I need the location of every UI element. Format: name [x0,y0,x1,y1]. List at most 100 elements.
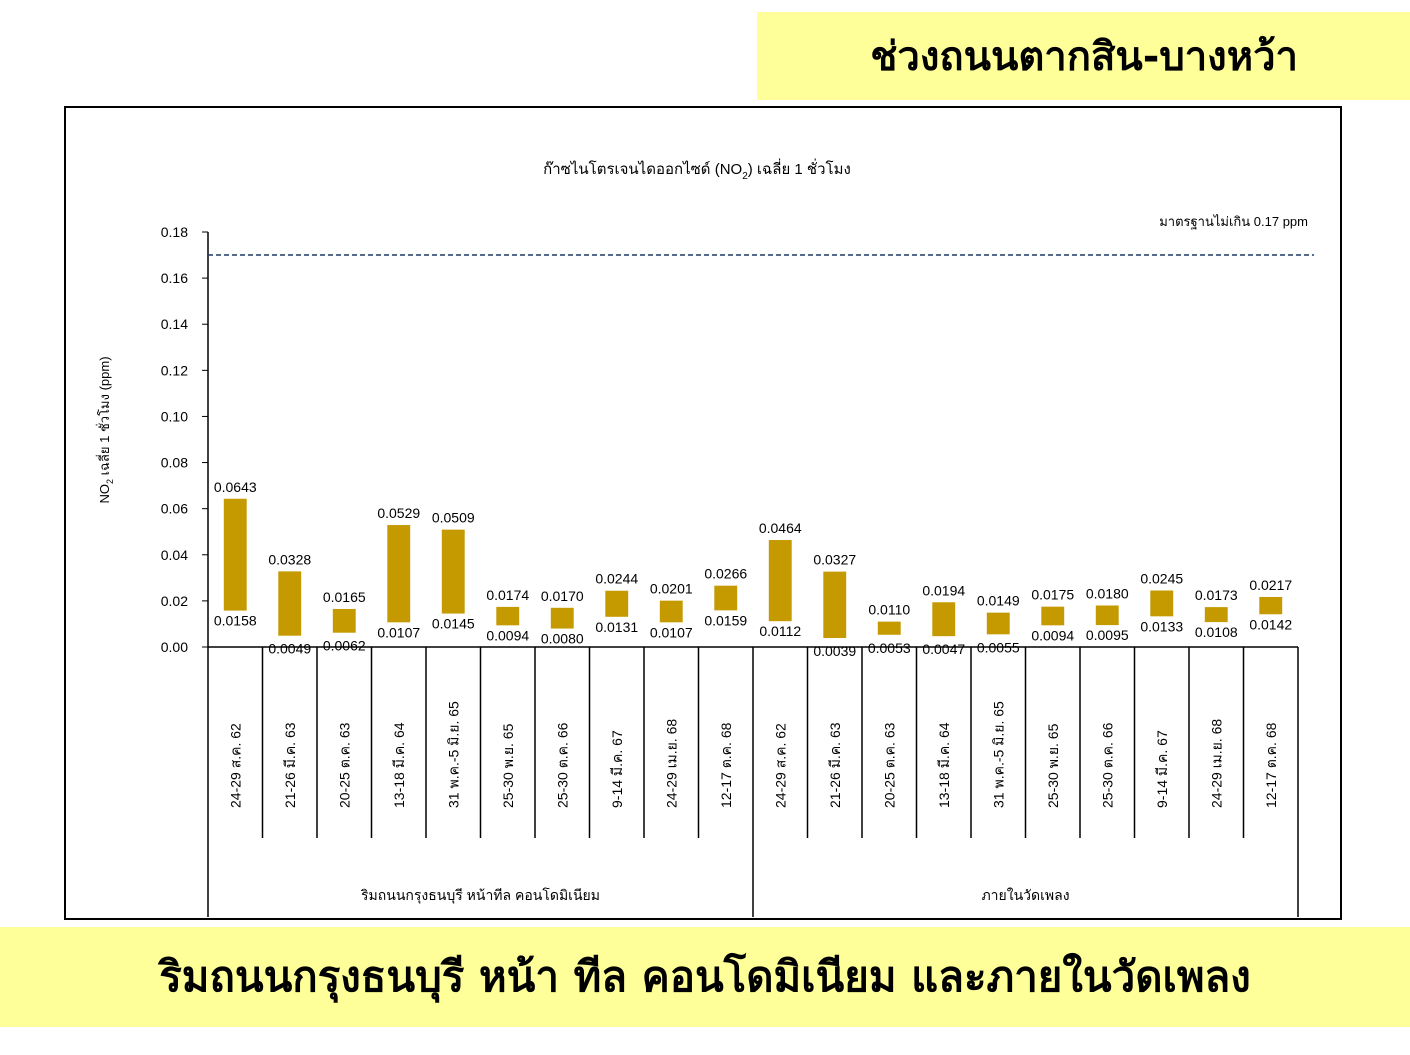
bar-max-label: 0.0173 [1195,587,1238,603]
bar [659,600,683,623]
bar-max-label: 0.0509 [432,510,475,526]
bar [332,608,356,633]
bar [278,571,302,636]
bar-min-label: 0.0107 [650,624,693,640]
bar [768,540,792,622]
y-tick-label: 0.08 [161,455,188,471]
bar [1041,606,1065,626]
bar-min-label: 0.0039 [813,643,856,659]
x-tick-label: 25-30 ต.ค. 66 [1099,722,1115,808]
bar-max-label: 0.0328 [268,551,311,567]
bar-min-label: 0.0080 [541,631,584,647]
x-tick-label: 9-14 มี.ค. 67 [1154,730,1170,808]
y-tick-label: 0.12 [161,362,188,378]
bar-max-label: 0.0327 [813,552,856,568]
group-label: ภายในวัดเพลง [981,887,1069,903]
bar-max-label: 0.0180 [1086,586,1129,602]
bar-min-label: 0.0142 [1249,616,1292,632]
x-tick-label: 21-26 มี.ค. 63 [282,722,298,808]
bar [1204,607,1228,623]
bar [1150,590,1174,617]
bar [496,606,520,626]
bar [986,612,1010,635]
bar-max-label: 0.0245 [1140,571,1183,587]
bar-max-label: 0.0217 [1249,577,1292,593]
top-banner-title: ช่วงถนนตากสิน-บางหว้า [870,34,1298,80]
bar-min-label: 0.0094 [1031,627,1074,643]
bar [550,607,574,629]
x-tick-label: 20-25 ต.ค. 63 [336,722,352,808]
chart-title: ก๊าซไนโตรเจนไดออกไซด์ (NO2) เฉลี่ย 1 ชั่… [543,158,851,182]
x-tick-label: 12-17 ต.ค. 68 [718,722,734,808]
standard-label: มาตรฐานไม่เกิน 0.17 ppm [1159,214,1308,230]
bottom-banner: ริมถนนกรุงธนบุรี หน้า ทีล คอนโดมิเนียม แ… [0,927,1410,1027]
bar-max-label: 0.0194 [922,582,965,598]
y-tick-label: 0.14 [161,316,188,332]
x-tick-label: 31 พ.ค.-5 มิ.ย. 65 [445,701,461,808]
x-tick-label: 13-18 มี.ค. 64 [936,722,952,808]
x-tick-label: 24-29 ส.ค. 62 [227,723,243,808]
bar-min-label: 0.0108 [1195,624,1238,640]
y-tick-label: 0.18 [161,224,188,240]
x-tick-label: 24-29 ส.ค. 62 [772,723,788,808]
bar-min-label: 0.0159 [704,612,747,628]
bar-max-label: 0.0165 [323,589,366,605]
bar [1095,605,1119,626]
bottom-banner-title: ริมถนนกรุงธนบุรี หน้า ทีล คอนโดมิเนียม แ… [159,952,1251,1001]
bar-min-label: 0.0049 [268,641,311,657]
bar-min-label: 0.0047 [922,641,965,657]
x-tick-label: 25-30 ต.ค. 66 [554,722,570,808]
group-label: ริมถนนกรุงธนบุรี หน้าทีล คอนโดมิเนียม [361,887,600,904]
bar-max-label: 0.0643 [214,479,257,495]
y-tick-label: 0.00 [161,639,188,655]
y-tick-label: 0.06 [161,501,188,517]
bar-min-label: 0.0131 [595,619,638,635]
x-tick-label: 25-30 พ.ย. 65 [1045,723,1061,808]
bar [387,525,411,623]
y-axis-label: NO2 เฉลี่ย 1 ชั่วโมง (ppm) [96,356,115,503]
bar-max-label: 0.0244 [595,571,638,587]
x-tick-label: 21-26 มี.ค. 63 [827,722,843,808]
bar-max-label: 0.0529 [377,505,420,521]
x-tick-label: 12-17 ต.ค. 68 [1263,722,1279,808]
x-tick-label: 24-29 เม.ย. 68 [1208,719,1224,808]
chart-frame [64,106,1342,920]
x-tick-label: 9-14 มี.ค. 67 [609,730,625,808]
bar [823,571,847,639]
bar-min-label: 0.0133 [1140,618,1183,634]
bar [223,498,247,611]
bar-max-label: 0.0175 [1031,587,1074,603]
bar [877,621,901,635]
bar-max-label: 0.0266 [704,566,747,582]
bar [932,602,956,637]
bar-min-label: 0.0094 [486,627,529,643]
bar-max-label: 0.0464 [759,520,802,536]
bar-min-label: 0.0062 [323,638,366,654]
bar-max-label: 0.0110 [868,602,910,618]
y-tick-label: 0.10 [161,408,188,424]
y-tick-label: 0.02 [161,593,188,609]
bar-min-label: 0.0107 [377,624,420,640]
y-tick-label: 0.16 [161,270,188,286]
bar [605,590,629,617]
bar-max-label: 0.0170 [541,588,584,604]
x-tick-label: 13-18 มี.ค. 64 [391,722,407,808]
bar [714,585,738,611]
bar [1259,596,1283,615]
bar-min-label: 0.0145 [432,616,475,632]
x-tick-label: 24-29 เม.ย. 68 [663,719,679,808]
bar-max-label: 0.0149 [977,593,1020,609]
bar-max-label: 0.0174 [486,587,529,603]
x-tick-label: 20-25 ต.ค. 63 [881,722,897,808]
bar-min-label: 0.0095 [1086,627,1129,643]
bar-min-label: 0.0053 [868,640,911,656]
bar [441,529,465,614]
bar-min-label: 0.0158 [214,613,257,629]
x-tick-label: 31 พ.ค.-5 มิ.ย. 65 [990,701,1006,808]
top-banner: ช่วงถนนตากสิน-บางหว้า [757,12,1410,100]
bar-max-label: 0.0201 [650,581,693,597]
bar-min-label: 0.0112 [759,623,801,639]
y-tick-label: 0.04 [161,547,188,563]
x-tick-label: 25-30 พ.ย. 65 [500,723,516,808]
